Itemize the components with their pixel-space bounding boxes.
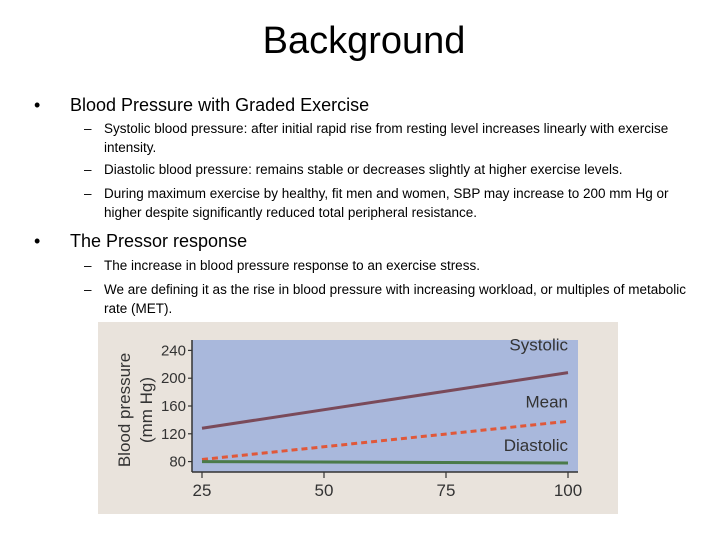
sub-bullet-item: – Systolic blood pressure: after initial…: [84, 119, 694, 157]
series-labels: Systolic Mean Diastolic: [504, 336, 569, 455]
series-line-mean: [201, 419, 569, 461]
series-line-systolic: [201, 371, 569, 430]
slide-title: Background: [262, 20, 466, 62]
y-tick-label: 160: [161, 398, 186, 415]
chart-image: Blood pressure (mm Hg) 80 120 160 200 240 25…: [98, 322, 618, 514]
sub-bullet-item: – Diastolic blood pressure: remains stab…: [84, 160, 694, 179]
dash-mark: –: [84, 121, 92, 136]
bullet-dot: •: [34, 95, 41, 115]
sub-bullet-text: The increase in blood pressure response …: [104, 258, 480, 273]
y-axis-ticks: 80 120 160 200 240: [161, 342, 192, 471]
sub-bullet-text: We are defining it as the rise in blood …: [104, 282, 687, 316]
series-label-systolic: Systolic: [509, 336, 568, 355]
y-tick-label: 80: [169, 454, 186, 471]
dash-mark: –: [84, 162, 92, 177]
sub-bullet-text: Diastolic blood pressure: remains stable…: [104, 162, 623, 177]
x-tick-label: 50: [315, 481, 334, 500]
dash-mark: –: [84, 258, 92, 273]
series-lines: [201, 371, 569, 465]
bullet-item: • Blood Pressure with Graded Exercise: [34, 94, 370, 116]
sub-bullet-item: – We are defining it as the rise in bloo…: [84, 280, 694, 318]
y-axis-label: Blood pressure: [115, 353, 134, 467]
x-tick-label: 100: [554, 481, 582, 500]
x-tick-label: 25: [193, 481, 212, 500]
bullet-dot: •: [34, 231, 41, 251]
series-line-diastolic: [201, 460, 569, 465]
dash-mark: –: [84, 282, 92, 297]
dash-mark: –: [84, 186, 92, 201]
sub-bullet-text: During maximum exercise by healthy, fit …: [104, 186, 669, 220]
x-axis-ticks: 25 50 75 100: [193, 472, 582, 500]
series-label-diastolic: Diastolic: [504, 436, 569, 455]
sub-bullet-text: Systolic blood pressure: after initial r…: [104, 121, 669, 155]
bullet-item: • The Pressor response: [34, 230, 248, 252]
sub-bullet-item: – During maximum exercise by healthy, fi…: [84, 184, 694, 222]
sub-bullet-item: – The increase in blood pressure respons…: [84, 256, 694, 275]
y-tick-label: 200: [161, 370, 186, 387]
bullet-text: Blood Pressure with Graded Exercise: [70, 95, 370, 115]
y-tick-label: 240: [161, 342, 186, 359]
bullet-text: The Pressor response: [70, 231, 248, 251]
y-tick-label: 120: [161, 426, 186, 443]
plot-area: [192, 340, 578, 472]
y-axis-label-units: (mm Hg): [137, 377, 156, 443]
series-label-mean: Mean: [525, 392, 568, 411]
blood-pressure-chart: Blood pressure (mm Hg) 80 120 160 200 240 25…: [115, 336, 582, 500]
x-tick-label: 75: [437, 481, 456, 500]
